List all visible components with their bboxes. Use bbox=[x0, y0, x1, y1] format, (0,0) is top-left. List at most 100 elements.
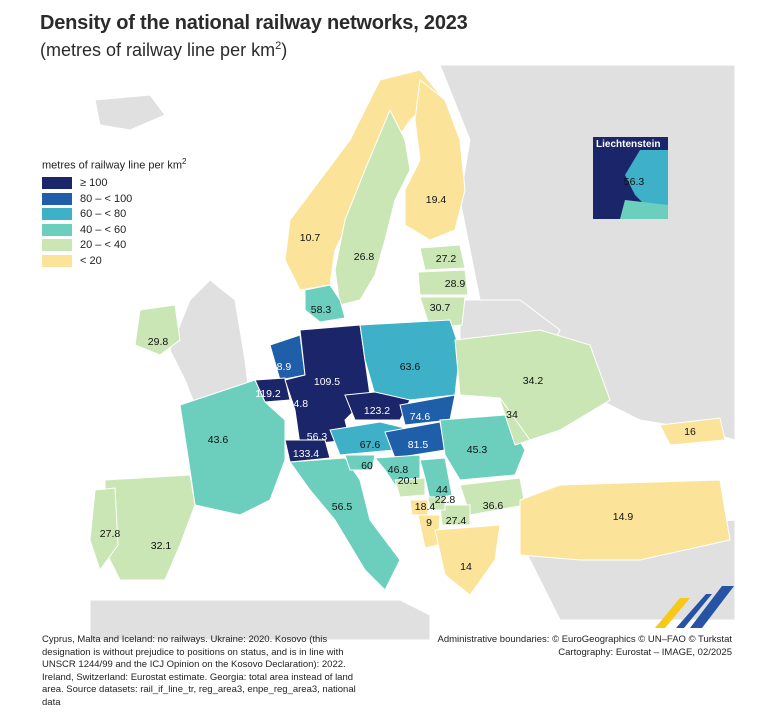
subtitle-text: (metres of railway line per km bbox=[40, 40, 276, 60]
credits-boundaries: Administrative boundaries: © EuroGeograp… bbox=[437, 634, 732, 645]
label-austria: 67.6 bbox=[360, 439, 381, 451]
label-estonia: 27.2 bbox=[436, 253, 457, 265]
country-ukraine bbox=[454, 329, 611, 441]
legend-title: metres of railway line per km2 bbox=[42, 157, 186, 172]
country-north-macedonia bbox=[439, 504, 471, 526]
inset-liechtenstein-shape bbox=[625, 150, 668, 210]
legend: metres of railway line per km2 ≥ 100 80 –… bbox=[42, 157, 186, 269]
label-poland: 63.6 bbox=[400, 361, 421, 373]
legend-label: 80 – < 100 bbox=[80, 192, 133, 205]
legend-title-text: metres of railway line per km bbox=[42, 159, 182, 172]
label-montenegro: 18.4 bbox=[415, 501, 436, 513]
legend-title-superscript: 2 bbox=[182, 157, 187, 166]
label-luxembourg: 104.8 bbox=[282, 398, 308, 410]
country-finland bbox=[404, 79, 466, 241]
country-greece bbox=[434, 524, 501, 596]
label-liechtenstein-inset: 56.3 bbox=[624, 176, 645, 188]
label-germany-south: 56.3 bbox=[307, 431, 328, 443]
country-turkey bbox=[519, 479, 731, 561]
label-sweden: 26.8 bbox=[354, 251, 375, 263]
label-moldova: 34 bbox=[506, 409, 518, 421]
label-ireland: 29.8 bbox=[148, 336, 169, 348]
country-lithuania bbox=[419, 296, 466, 329]
map-title: Density of the national railway networks… bbox=[40, 12, 468, 34]
label-turkey: 14.9 bbox=[613, 511, 634, 523]
label-czechia: 123.2 bbox=[364, 405, 390, 417]
label-georgia: 16 bbox=[684, 426, 696, 438]
label-switzerland: 133.4 bbox=[293, 448, 319, 460]
legend-item: ≥ 100 bbox=[42, 176, 186, 192]
legend-rows: ≥ 100 80 – < 100 60 – < 80 40 – < 60 20 – < … bbox=[42, 176, 186, 269]
subtitle-close: ) bbox=[281, 40, 288, 60]
label-romania: 45.3 bbox=[467, 444, 488, 456]
legend-item: 40 – < 60 bbox=[42, 222, 186, 238]
country-kosovo bbox=[427, 496, 446, 511]
label-slovenia: 60 bbox=[361, 460, 373, 472]
label-bulgaria: 36.6 bbox=[483, 500, 504, 512]
label-ukraine: 34.2 bbox=[523, 375, 544, 387]
label-lithuania: 30.7 bbox=[430, 302, 451, 314]
label-finland: 19.4 bbox=[426, 194, 447, 206]
label-norway: 10.7 bbox=[300, 232, 321, 244]
country-slovenia bbox=[344, 454, 376, 471]
legend-swatch bbox=[42, 223, 72, 236]
legend-label: 20 – < 40 bbox=[80, 239, 127, 252]
country-italy bbox=[289, 457, 401, 591]
logo-yellow-stripe bbox=[655, 598, 690, 628]
country-sweden bbox=[334, 108, 411, 306]
credits: Administrative boundaries: © EuroGeograp… bbox=[437, 634, 732, 659]
label-kosovo: 22.8 bbox=[435, 494, 456, 506]
legend-item: 60 – < 80 bbox=[42, 207, 186, 223]
legend-item: 20 – < 40 bbox=[42, 238, 186, 254]
label-bosnia: 20.1 bbox=[398, 475, 419, 487]
label-north-macedonia: 27.4 bbox=[446, 515, 467, 527]
country-bosnia bbox=[394, 477, 426, 498]
country-latvia bbox=[417, 269, 469, 296]
country-ireland bbox=[134, 304, 181, 356]
country-estonia bbox=[419, 244, 466, 271]
label-slovakia: 74.6 bbox=[410, 411, 431, 423]
label-croatia: 46.8 bbox=[388, 464, 409, 476]
legend-item: 80 – < 100 bbox=[42, 191, 186, 207]
inset-title: Liechtenstein bbox=[596, 139, 661, 150]
map-subtitle: (metres of railway line per km2) bbox=[40, 40, 287, 61]
legend-label: ≥ 100 bbox=[80, 177, 108, 190]
label-italy: 56.5 bbox=[332, 501, 353, 513]
legend-label: 40 – < 60 bbox=[80, 223, 127, 236]
north-africa bbox=[89, 599, 431, 641]
country-netherlands bbox=[269, 334, 306, 381]
label-greece: 14 bbox=[460, 561, 472, 573]
logo-blue-stripe-2 bbox=[676, 594, 712, 628]
legend-swatch bbox=[42, 208, 72, 221]
logo-blue-stripe bbox=[690, 586, 734, 628]
country-portugal bbox=[89, 487, 119, 572]
label-spain: 32.1 bbox=[151, 540, 172, 552]
legend-swatch bbox=[42, 239, 72, 252]
countries bbox=[89, 69, 731, 596]
inset-austria-area bbox=[620, 200, 668, 219]
legend-item: < 20 bbox=[42, 253, 186, 269]
label-germany: 109.5 bbox=[314, 376, 340, 388]
legend-swatch bbox=[42, 177, 72, 190]
legend-label: < 20 bbox=[80, 254, 102, 267]
label-albania: 9 bbox=[426, 517, 432, 529]
legend-swatch bbox=[42, 192, 72, 205]
country-denmark bbox=[304, 284, 346, 323]
label-latvia: 28.9 bbox=[445, 278, 466, 290]
label-portugal: 27.8 bbox=[100, 528, 121, 540]
label-france: 43.6 bbox=[208, 434, 229, 446]
credits-cartography: Cartography: Eurostat – IMAGE, 02/2025 bbox=[558, 646, 732, 658]
label-netherlands: 88.9 bbox=[271, 361, 292, 373]
iceland bbox=[94, 94, 166, 131]
country-switzerland bbox=[284, 439, 331, 463]
label-serbia: 44 bbox=[436, 484, 448, 496]
country-poland bbox=[359, 319, 461, 401]
eurostat-logo bbox=[655, 586, 734, 628]
value-labels: 10.7 26.8 19.4 27.2 28.9 30.7 58.3 29.8 … bbox=[100, 176, 696, 573]
uk bbox=[169, 279, 251, 416]
subtitle-superscript: 2 bbox=[275, 40, 282, 52]
label-denmark: 58.3 bbox=[311, 304, 332, 316]
country-georgia bbox=[659, 417, 726, 446]
liechtenstein-inset bbox=[593, 137, 668, 219]
